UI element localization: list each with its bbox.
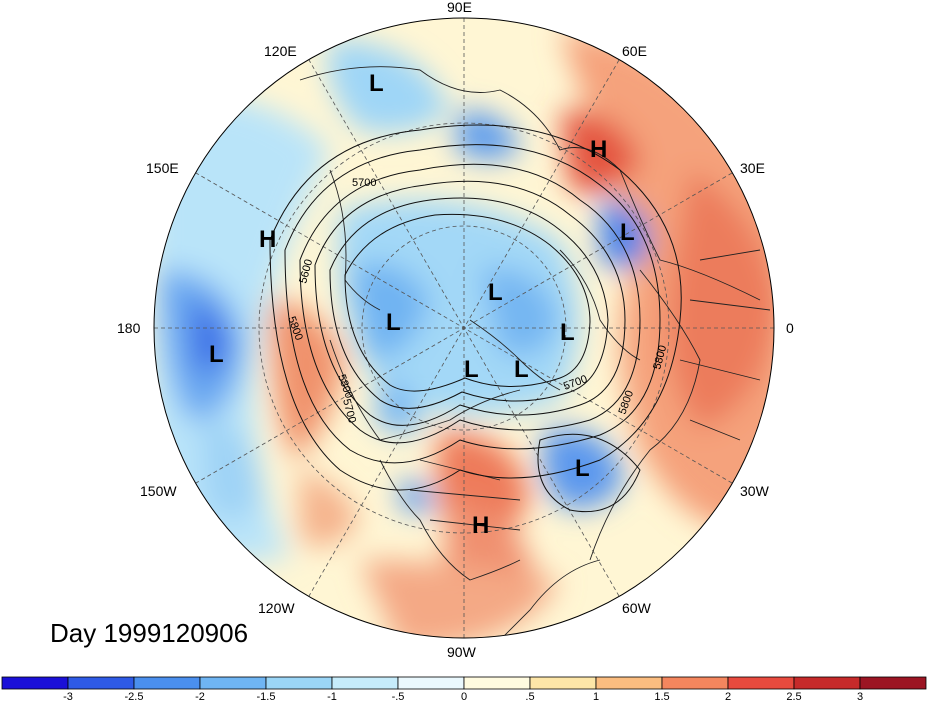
high-marker: H: [259, 226, 276, 253]
colorbar-label: 1: [593, 691, 599, 702]
map-border: [153, 17, 775, 639]
colorbar-label: .5: [525, 691, 534, 702]
height-contours: [269, 124, 682, 513]
colorbar-box: [727, 676, 795, 690]
colorbar-label: 0: [461, 691, 467, 702]
lon-label: 120W: [258, 600, 295, 616]
lon-label: 30E: [740, 160, 765, 176]
colorbar-box: [331, 676, 399, 690]
colorbar-box: [595, 676, 663, 690]
lon-label: 90W: [447, 644, 477, 660]
colorbar-label: 2.5: [786, 691, 801, 702]
low-marker: L: [560, 319, 575, 346]
colorbar-box: [661, 676, 729, 690]
colorbar-label: -1: [327, 691, 337, 702]
pressure-systems: L H L H L L L L L L L H: [209, 70, 635, 539]
low-marker: L: [514, 356, 529, 383]
low-marker: L: [386, 309, 401, 336]
colorbar-label: -2: [195, 691, 205, 702]
colorbar-label: -2.5: [125, 691, 144, 702]
colorbar-label: 1.5: [654, 691, 669, 702]
high-marker: H: [590, 136, 607, 163]
colorbar-label: -3: [63, 691, 73, 702]
polar-map: 5700 5600 5800 5800 5700 5700 5800 5800 …: [117, 0, 794, 660]
colorbar-label: -.5: [392, 691, 405, 702]
colorbar-box: [529, 676, 597, 690]
low-marker: L: [369, 70, 384, 97]
lon-label: 180: [117, 320, 141, 336]
colorbar: -3 -2.5 -2 -1.5 -1 -.5 0 .5 1 1.5 2 2.5 3: [1, 676, 927, 702]
lon-label: 0: [786, 320, 794, 336]
graticule: [154, 18, 774, 638]
day-title: Day 1999120906: [50, 618, 249, 648]
low-marker: L: [575, 455, 590, 482]
high-marker: H: [472, 512, 489, 539]
colorbar-box: [265, 676, 333, 690]
colorbar-box: [397, 676, 465, 690]
colorbar-label: 3: [857, 691, 863, 702]
colorbar-box: [859, 676, 927, 690]
low-marker: L: [209, 341, 224, 368]
lon-label: 150W: [140, 483, 177, 499]
colorbar-label: -1.5: [257, 691, 276, 702]
anomaly-shading: [154, 18, 774, 638]
colorbar-box: [1, 676, 69, 690]
colorbar-box: [199, 676, 267, 690]
colorbar-box: [133, 676, 201, 690]
low-marker: L: [620, 219, 635, 246]
colorbar-box: [793, 676, 861, 690]
contour-label: 5700: [352, 177, 376, 189]
low-marker: L: [488, 279, 503, 306]
colorbar-box: [463, 676, 531, 690]
low-marker: L: [464, 356, 479, 383]
lon-label: 120E: [264, 43, 297, 59]
colorbar-labels: -3 -2.5 -2 -1.5 -1 -.5 0 .5 1 1.5 2 2.5 3: [63, 691, 863, 702]
lon-label: 150E: [146, 160, 179, 176]
longitude-labels: 90E 60E 30E 0 30W 60W 90W 120W 150W 180 …: [117, 0, 794, 660]
colorbar-label: 2: [725, 691, 731, 702]
colorbar-box: [67, 676, 135, 690]
colorbar-boxes: [1, 676, 927, 690]
lon-label: 60E: [622, 43, 647, 59]
lon-label: 90E: [447, 0, 472, 15]
lon-label: 60W: [622, 600, 652, 616]
lon-label: 30W: [740, 483, 770, 499]
